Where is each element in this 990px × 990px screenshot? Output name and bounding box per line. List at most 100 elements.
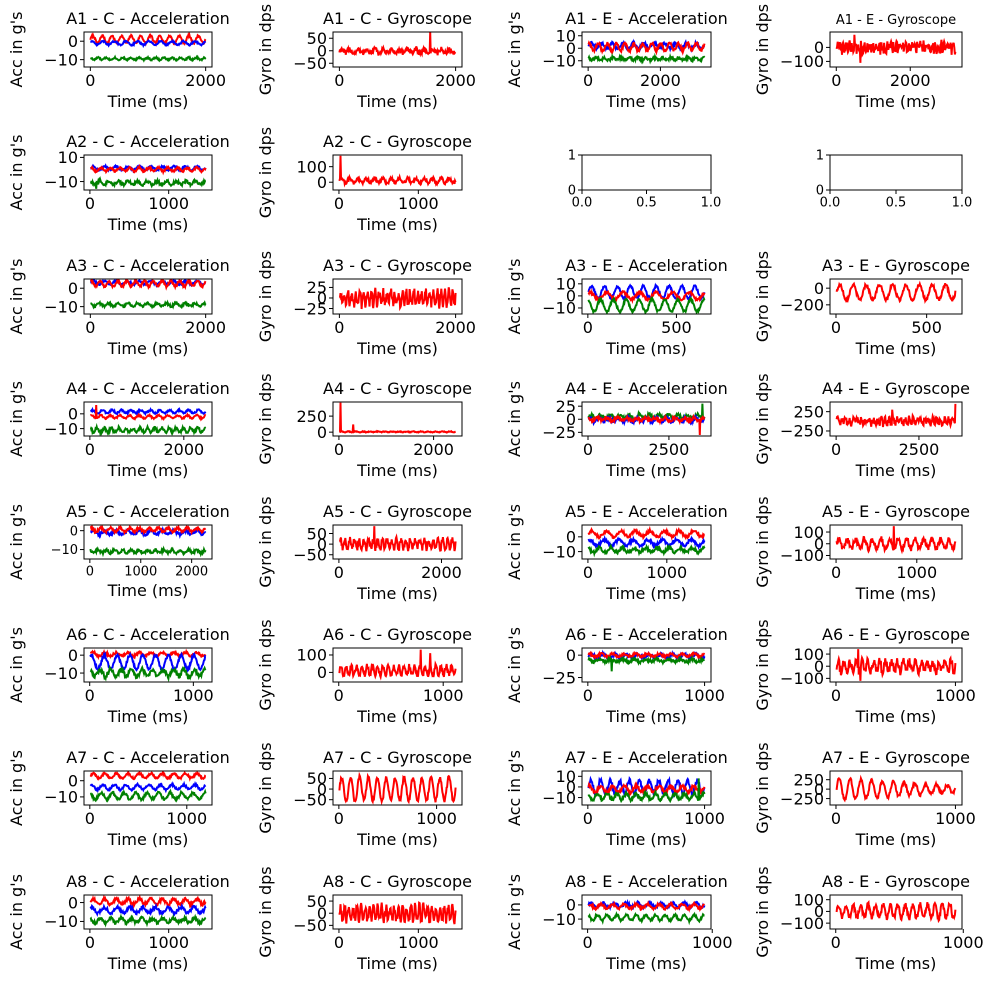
x-tick-label: 2000 [640,71,681,90]
x-tick-label: 0 [334,194,344,213]
x-tick-label: 0 [334,440,344,459]
x-tick-label: 0 [85,933,95,952]
y-tick-label: −250 [780,789,824,808]
y-tick-label: 0 [566,287,576,306]
y-tick-label: 10 [556,27,576,46]
y-tick-label: −10 [542,52,576,71]
y-tick-label: −50 [293,546,327,565]
series-line-1 [835,34,957,63]
x-tick-label: 1000 [416,809,457,828]
y-tick-label: 1 [568,149,576,164]
y-axis-label: Acc in g's [7,381,26,457]
series-line-2 [89,902,207,918]
y-tick-label: 0 [568,184,576,199]
y-tick-label: 100 [793,890,824,909]
series-line-1 [338,526,457,553]
x-axis-label: Time (ms) [107,581,189,600]
axes-frame [332,770,463,806]
y-axis-label: Gyro in dps [256,742,275,833]
x-axis-label: Time (ms) [107,954,189,973]
subplot-title: A5 - C - Gyroscope [323,502,472,521]
x-tick-label: 0 [831,440,841,459]
y-tick-label: −25 [542,423,576,442]
y-tick-label: −10 [44,419,78,438]
series-line-3 [89,788,207,803]
series-line-2 [90,38,207,49]
axes-frame [83,770,213,806]
y-tick-label: 0 [566,778,576,797]
subplot-title: A4 - E - Acceleration [565,379,728,398]
y-axis-label: Acc in g's [505,12,524,88]
subplot-title: A7 - C - Gyroscope [323,748,472,767]
series-line-3 [587,910,705,926]
axes-frame [83,154,213,191]
y-tick-label: 25 [556,397,576,416]
y-tick-label: 0 [68,893,78,912]
y-axis-label: Acc in g's [505,381,524,457]
x-tick-label: 500 [911,318,942,337]
x-tick-label: 1000 [935,809,976,828]
subplot-title: A8 - E - Gyroscope [822,872,970,891]
y-axis-label: Gyro in dps [753,496,772,587]
subplot-title: A3 - C - Acceleration [66,256,230,275]
x-tick-label: 0 [334,563,344,582]
axes-frame [83,278,213,315]
y-tick-label: −100 [780,914,824,933]
series-line-3 [89,545,207,558]
y-tick-label: 0 [814,780,824,799]
x-tick-label: 1000 [166,809,207,828]
y-tick-label: 10 [556,767,576,786]
series-line-1 [89,32,207,47]
x-axis-label: Time (ms) [855,584,937,603]
x-tick-label: 2000 [435,318,476,337]
x-tick-label: 2000 [185,318,226,337]
y-tick-label: 0 [68,405,78,424]
y-tick-label: −10 [44,50,78,69]
x-tick-label: 0 [831,686,841,705]
x-tick-label: 0 [85,318,95,337]
series-line-2 [90,163,207,176]
y-tick-label: 50 [307,769,327,788]
series-line-2 [90,404,207,422]
y-axis-label: Gyro in dps [256,4,275,95]
x-tick-label: 1000 [173,686,214,705]
axes-frame [332,31,463,68]
y-tick-label: 100 [793,645,824,664]
y-tick-label: 0 [814,535,824,554]
y-tick-label: −10 [542,542,576,561]
axes-frame [581,647,712,683]
x-tick-label: 0 [86,565,94,580]
y-tick-label: 0 [70,524,78,539]
x-tick-label: 0 [85,440,95,459]
x-tick-label: 0.5 [886,196,907,211]
x-tick-label: 0 [583,933,593,952]
x-tick-label: 1000 [943,933,984,952]
y-tick-label: 10 [556,275,576,294]
x-axis-label: Time (ms) [605,954,687,973]
subplot-title: A3 - E - Acceleration [565,256,728,275]
series-line-3 [587,542,706,558]
x-tick-label: 2000 [185,71,226,90]
y-tick-label: −10 [542,299,576,318]
y-tick-label: 0 [317,663,327,682]
series-line-1 [587,525,705,541]
x-tick-label: 1000 [684,809,725,828]
x-tick-label: 1000 [646,563,687,582]
x-tick-label: 1000 [692,933,733,952]
x-tick-label: 0 [583,686,593,705]
x-axis-label: Time (ms) [356,584,438,603]
x-tick-label: 1.0 [701,196,722,211]
y-axis-label: Acc in g's [505,874,524,950]
x-axis-label: Time (ms) [356,215,438,234]
series-line-2 [587,650,706,662]
x-tick-label: 0 [334,933,344,952]
series-line-1 [835,649,957,681]
